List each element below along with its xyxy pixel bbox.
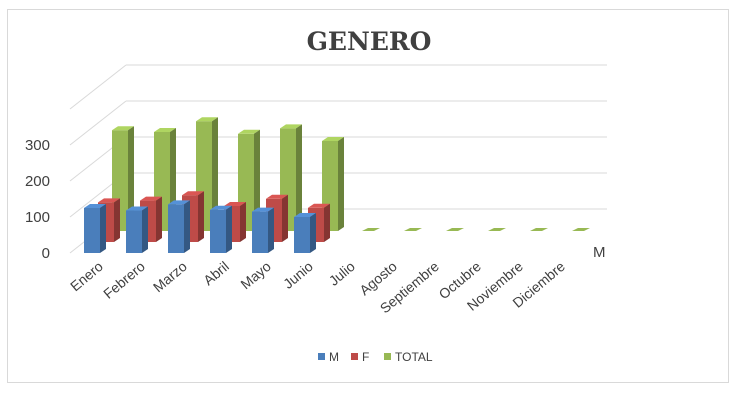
bar-side (142, 206, 148, 253)
bar-side (268, 207, 274, 253)
bar-front (168, 204, 184, 253)
x-tick-label: Marzo (150, 258, 190, 295)
bar-top (280, 124, 302, 129)
bar-front (84, 208, 100, 253)
bar-zero (404, 228, 422, 231)
bar-zero (446, 228, 464, 231)
x-tick-label: Abril (200, 258, 232, 288)
bar-side (338, 137, 344, 231)
bar-side (212, 117, 218, 231)
x-tick-label: Mayo (237, 258, 274, 292)
bar-top (126, 206, 148, 211)
bar (252, 207, 274, 253)
bar-side (128, 126, 134, 231)
legend: M F TOTAL (318, 350, 433, 364)
bar-top (140, 196, 162, 201)
bar-front (252, 211, 268, 253)
bar-top (84, 204, 106, 208)
legend-label: F (362, 350, 369, 364)
bars (84, 117, 590, 253)
bar-top (182, 191, 204, 196)
bar-side (100, 204, 106, 253)
bar-top (266, 194, 288, 199)
x-tick-label: Junio (280, 258, 316, 292)
bar-top (98, 198, 120, 203)
bar (168, 200, 190, 253)
y-axis-ticks: 0 100 200 300 (25, 137, 50, 262)
bar-top (210, 205, 232, 210)
bar-front (210, 209, 226, 253)
gridline-side (69, 100, 127, 146)
bar-side (226, 205, 232, 253)
y-tick-label: 300 (25, 137, 50, 154)
bar-top (294, 213, 316, 217)
bar-top (322, 137, 344, 141)
bar-side (240, 202, 246, 242)
bar-zero (572, 228, 590, 231)
bar-top (252, 207, 274, 212)
bar (126, 206, 148, 253)
bar-zero (362, 228, 380, 231)
bar-top (238, 129, 260, 134)
legend-swatch (351, 353, 358, 360)
bar-side (296, 124, 302, 231)
legend-swatch (384, 353, 391, 360)
bar-side (198, 191, 204, 242)
legend-label: TOTAL (395, 350, 433, 364)
bar-front (294, 217, 310, 253)
depth-axis-label: M (593, 244, 606, 261)
bar-side (324, 203, 330, 242)
x-tick-label: Julio (326, 258, 359, 289)
bar-top (112, 126, 134, 131)
y-tick-label: 0 (42, 245, 50, 262)
bar-side (114, 198, 120, 242)
bar-zero (530, 228, 548, 231)
bar-top (224, 202, 246, 206)
legend-swatch (318, 353, 325, 360)
bar-top (196, 117, 218, 122)
bar-side (184, 200, 190, 253)
bar (294, 213, 316, 253)
bar (84, 204, 106, 253)
bar-side (310, 213, 316, 253)
bar-top (308, 203, 330, 208)
bar-side (282, 194, 288, 242)
chart-title: GENERO (307, 27, 432, 56)
bar (210, 205, 232, 253)
bar-top (168, 200, 190, 205)
bar-front (126, 210, 142, 253)
bar-zero (488, 228, 506, 231)
x-tick-label: Febrero (100, 258, 148, 302)
y-tick-label: 200 (25, 173, 50, 190)
bar-side (254, 129, 260, 231)
y-tick-label: 100 (25, 209, 50, 226)
gridline-side (69, 64, 127, 110)
bar-side (156, 196, 162, 242)
bar-top (154, 128, 176, 132)
legend-label: M (329, 350, 339, 364)
